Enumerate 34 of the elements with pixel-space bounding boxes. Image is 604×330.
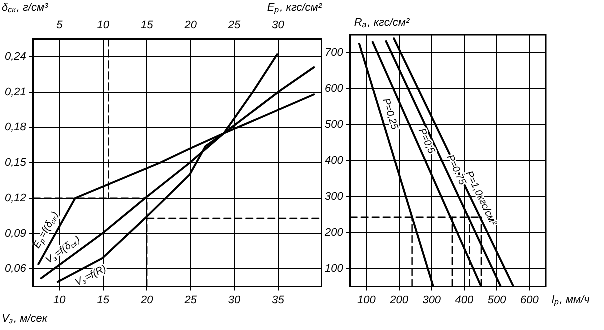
x-tick-label: 500 <box>488 294 508 306</box>
x-tick-label: 25 <box>184 294 198 306</box>
y-tick-label: 500 <box>324 118 344 131</box>
x-tick-label: 35 <box>272 294 286 306</box>
y-tick-label: 200 <box>324 226 344 239</box>
x2-tick-label: 30 <box>272 20 286 32</box>
y-tick-label: 0,15 <box>4 157 28 170</box>
y-tick-label: 100 <box>324 262 344 275</box>
text: P=0,5 <box>416 127 437 156</box>
x-tick-label: 20 <box>140 294 154 306</box>
text: P=0,25 <box>380 97 400 132</box>
y-tick-label: 400 <box>324 154 344 167</box>
y-tick-label: 600 <box>324 83 344 96</box>
y-tick-label: 0,18 <box>4 122 28 134</box>
y-tick-label: 0,21 <box>4 86 26 98</box>
y-tick-label: 700 <box>324 47 344 60</box>
y-tick-label: 0,09 <box>4 228 26 240</box>
x-tick-label: 100 <box>357 294 377 306</box>
x2-tick-label: 5 <box>56 20 64 32</box>
x2-tick-label: 25 <box>227 20 242 32</box>
x2-tick-label: 15 <box>140 20 154 32</box>
y-tick-label: 300 <box>324 190 344 203</box>
x2-tick-label: 10 <box>97 20 110 32</box>
x2-tick-label: 20 <box>184 20 198 32</box>
y-tick-label: 0,24 <box>4 50 26 63</box>
x-tick-label: 10 <box>54 294 67 306</box>
x-tick-label: 300 <box>422 294 442 306</box>
x-tick-label: 30 <box>228 294 242 306</box>
x-tick-label: 600 <box>520 294 540 306</box>
y-tick-label: 0,12 <box>4 192 26 204</box>
x-tick-label: 400 <box>455 294 475 306</box>
x-tick-label: 15 <box>97 294 110 306</box>
x-tick-label: 200 <box>389 294 410 306</box>
y-tick-label: 0,06 <box>4 263 28 276</box>
